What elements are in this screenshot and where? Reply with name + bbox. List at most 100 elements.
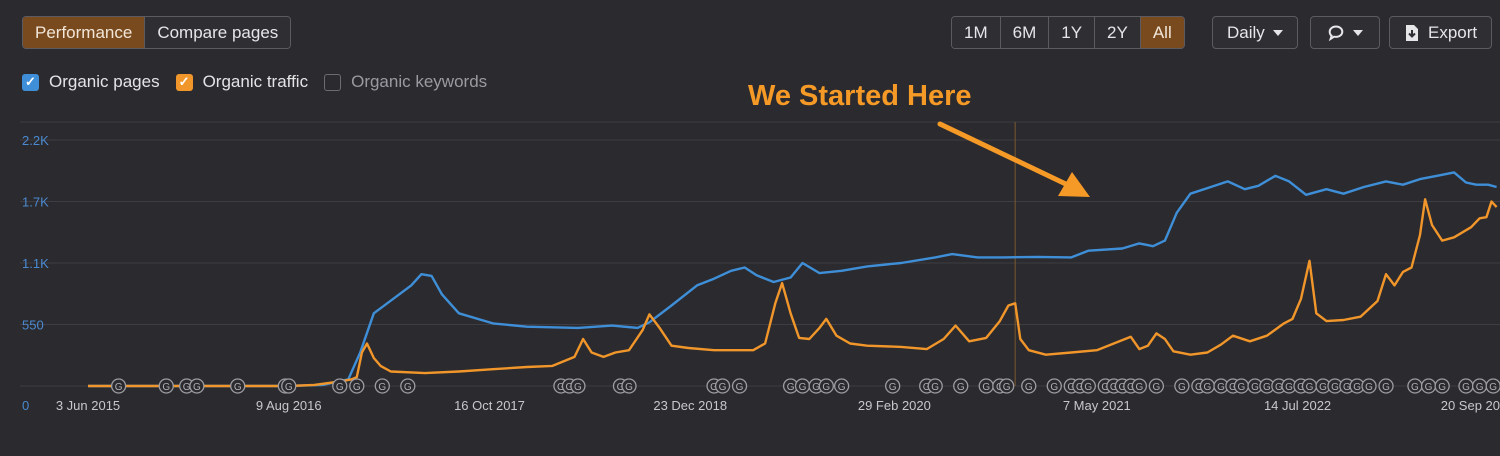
event-marker-icon bbox=[833, 378, 850, 394]
chevron-down-icon bbox=[1353, 29, 1363, 36]
event-marker-glyph: G bbox=[557, 382, 565, 393]
legend-organic-pages[interactable]: ✓ Organic pages bbox=[22, 72, 160, 92]
event-marker-icon bbox=[1378, 378, 1394, 394]
y-tick-label: 1.7K bbox=[22, 195, 49, 210]
annotations-dropdown[interactable] bbox=[1310, 16, 1380, 49]
event-marker-glyph: G bbox=[193, 382, 201, 393]
event-marker-glyph: G bbox=[1025, 382, 1033, 393]
event-marker-glyph: G bbox=[1217, 382, 1225, 393]
export-button[interactable]: Export bbox=[1389, 16, 1493, 49]
event-marker-glyph: G bbox=[378, 382, 386, 393]
event-marker-glyph: G bbox=[1319, 382, 1327, 393]
event-marker-glyph: G bbox=[1331, 382, 1339, 393]
event-marker-glyph: G bbox=[234, 382, 242, 393]
x-tick-label: 3 Jun 2015 bbox=[56, 398, 120, 413]
event-marker-glyph: G bbox=[183, 382, 191, 393]
event-marker-glyph: G bbox=[799, 382, 807, 393]
event-marker-icon bbox=[189, 378, 205, 394]
event-marker-glyph: G bbox=[1382, 382, 1390, 393]
annotation-arrow-head bbox=[1058, 172, 1090, 197]
event-marker-glyph: G bbox=[1411, 382, 1419, 393]
event-marker-glyph: G bbox=[162, 382, 170, 393]
event-marker-glyph: G bbox=[1067, 382, 1075, 393]
comment-icon bbox=[1328, 24, 1344, 41]
event-marker-icon bbox=[953, 378, 969, 394]
checkbox-checked-icon: ✓ bbox=[175, 73, 193, 91]
event-marker-icon bbox=[714, 378, 731, 394]
event-marker-icon bbox=[1021, 378, 1037, 394]
x-tick-label: 16 Oct 2017 bbox=[454, 398, 525, 413]
y-tick-label: 2.2K bbox=[22, 133, 49, 148]
event-marker-glyph: G bbox=[1003, 382, 1011, 393]
event-marker-icon bbox=[400, 378, 416, 394]
event-marker-glyph: G bbox=[1152, 382, 1160, 393]
x-tick-label: 20 Sep 20 bbox=[1441, 398, 1500, 413]
range-2y-button[interactable]: 2Y bbox=[1094, 17, 1140, 48]
event-marker-glyph: G bbox=[1343, 382, 1351, 393]
event-marker-icon bbox=[731, 378, 748, 394]
event-marker-glyph: G bbox=[719, 382, 727, 393]
event-marker-glyph: G bbox=[710, 382, 718, 393]
range-1m-button[interactable]: 1M bbox=[952, 17, 1000, 48]
event-marker-glyph: G bbox=[1050, 382, 1058, 393]
event-marker-icon bbox=[374, 378, 390, 394]
event-marker-icon bbox=[1080, 378, 1096, 394]
range-all-button[interactable]: All bbox=[1139, 17, 1184, 48]
event-marker-glyph: G bbox=[1476, 382, 1484, 393]
event-marker-glyph: G bbox=[1438, 382, 1446, 393]
legend-label: Organic pages bbox=[49, 72, 160, 91]
event-marker-glyph: G bbox=[923, 382, 931, 393]
event-marker-glyph: G bbox=[1229, 382, 1237, 393]
event-marker-glyph: G bbox=[1101, 382, 1109, 393]
x-tick-label: 7 May 2021 bbox=[1063, 398, 1131, 413]
event-marker-glyph: G bbox=[353, 382, 361, 393]
event-marker-icon bbox=[110, 378, 127, 394]
event-marker-glyph: G bbox=[1135, 382, 1143, 393]
chart-legend: ✓ Organic pages ✓ Organic traffic Organi… bbox=[22, 72, 487, 92]
event-marker-icon bbox=[1174, 378, 1190, 394]
event-marker-glyph: G bbox=[1263, 382, 1271, 393]
event-marker-icon bbox=[230, 378, 246, 394]
series-line-organic-traffic bbox=[88, 198, 1498, 388]
event-marker-glyph: G bbox=[1084, 382, 1092, 393]
event-marker-glyph: G bbox=[336, 382, 344, 393]
event-marker-icon bbox=[281, 378, 297, 394]
tab-compare-pages[interactable]: Compare pages bbox=[144, 17, 291, 48]
event-marker-glyph: G bbox=[617, 382, 625, 393]
tab-performance[interactable]: Performance bbox=[23, 17, 145, 48]
event-marker-icon bbox=[570, 378, 586, 394]
event-marker-glyph: G bbox=[787, 382, 795, 393]
event-marker-glyph: G bbox=[1178, 382, 1186, 393]
interval-label: Daily bbox=[1227, 23, 1265, 42]
range-1y-button[interactable]: 1Y bbox=[1048, 17, 1095, 48]
x-tick-label: 9 Aug 2016 bbox=[256, 398, 322, 413]
interval-dropdown[interactable]: Daily bbox=[1212, 16, 1298, 49]
event-marker-glyph: G bbox=[625, 382, 633, 393]
view-tabs: Performance Compare pages bbox=[22, 16, 292, 49]
event-marker-glyph: G bbox=[1127, 382, 1135, 393]
event-marker-glyph: G bbox=[1195, 382, 1203, 393]
y-tick-label: 550 bbox=[22, 318, 44, 333]
event-marker-glyph: G bbox=[1285, 382, 1293, 393]
event-marker-glyph: G bbox=[1297, 382, 1305, 393]
event-marker-glyph: G bbox=[285, 382, 293, 393]
range-selector: 1M 6M 1Y 2Y All bbox=[951, 16, 1185, 49]
event-marker-icon bbox=[1131, 378, 1147, 394]
x-tick-label: 14 Jul 2022 bbox=[1264, 398, 1331, 413]
event-marker-icon bbox=[1361, 378, 1377, 394]
checkbox-unchecked-icon bbox=[324, 73, 342, 91]
legend-organic-traffic[interactable]: ✓ Organic traffic bbox=[175, 72, 308, 92]
event-marker-glyph: G bbox=[115, 382, 123, 393]
event-marker-glyph: G bbox=[566, 382, 574, 393]
event-marker-glyph: G bbox=[1425, 382, 1433, 393]
event-marker-icon bbox=[818, 378, 834, 394]
event-marker-glyph: G bbox=[1251, 382, 1259, 393]
event-marker-icon bbox=[1046, 378, 1062, 394]
range-6m-button[interactable]: 6M bbox=[999, 17, 1049, 48]
download-icon bbox=[1406, 24, 1418, 41]
event-marker-glyph: G bbox=[1275, 382, 1283, 393]
legend-organic-keywords[interactable]: Organic keywords bbox=[324, 72, 487, 92]
event-marker-glyph: G bbox=[404, 382, 412, 393]
event-marker-glyph: G bbox=[1076, 382, 1084, 393]
event-marker-glyph: G bbox=[1118, 382, 1126, 393]
